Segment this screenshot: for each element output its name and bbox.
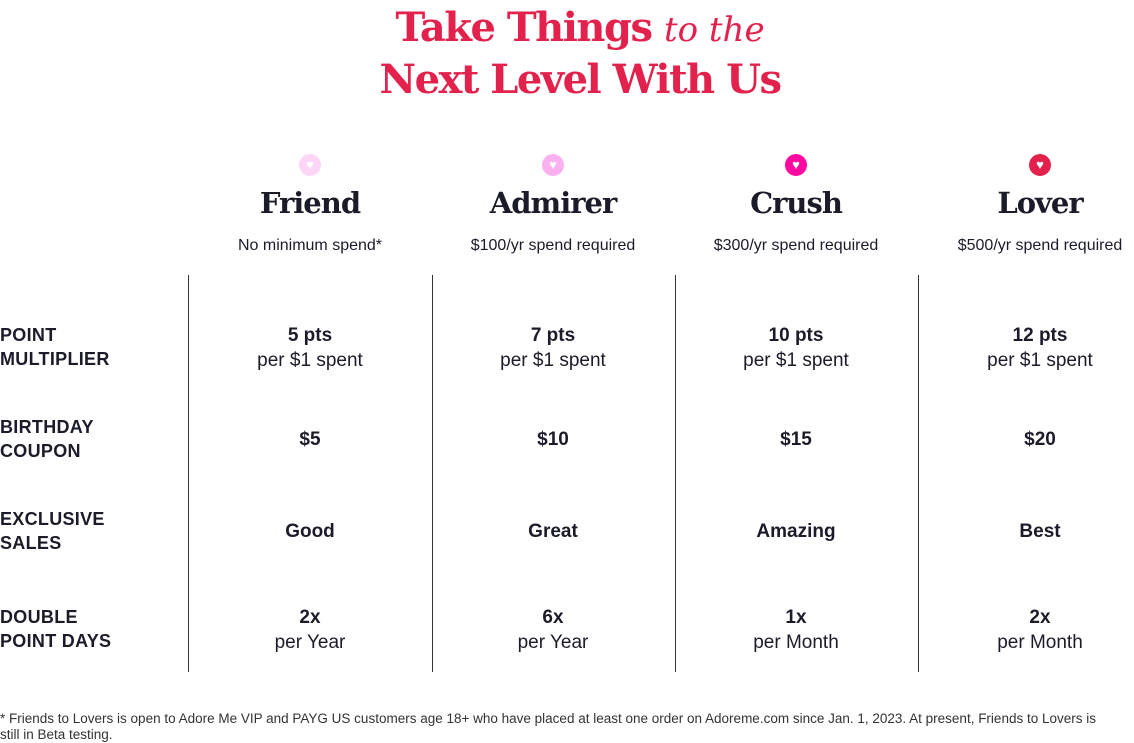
cell-value: 10 pts [768,325,824,346]
cell-value: 1x [785,607,807,628]
cell-subtext: per Month [753,632,839,653]
heart-icon: ♥ [542,154,564,176]
cell-value: Great [528,521,578,542]
row-label-line: COUPON [0,441,81,461]
tier-name: Friend [259,186,361,220]
cell-value: $20 [1024,429,1056,450]
table-cell: Good [190,519,430,544]
cell-value: 5 pts [287,325,333,346]
table-cell: $15 [676,427,916,452]
table-cell: $20 [920,427,1134,452]
column-divider [675,275,676,672]
row-label: EXCLUSIVE SALES [0,507,105,555]
page-title-line1: Take Things to the [0,4,1134,54]
cell-value: Good [285,521,335,542]
tier-name: Admirer [489,186,618,220]
row-label-line: SALES [0,533,62,553]
table-cell: Best [920,519,1134,544]
tier-requirement: $300/yr spend required [713,237,879,254]
table-cell: 2x per Month [920,605,1134,655]
cell-subtext: per Month [997,632,1083,653]
table-cell: 2x per Year [190,605,430,655]
table-cell: Great [433,519,673,544]
page-title-line2: Next Level With Us [379,56,782,103]
cell-subtext: per $1 spent [987,350,1093,371]
heart-icon: ♥ [299,154,321,176]
footnote: * Friends to Lovers is open to Adore Me … [0,711,1096,742]
cell-value: 2x [299,607,321,628]
row-label: BIRTHDAY COUPON [0,415,94,463]
tier-requirement: $500/yr spend required [957,237,1123,254]
cell-value: 6x [542,607,564,628]
cell-subtext: per Year [274,632,346,653]
table-cell: Amazing [676,519,916,544]
row-label-line: POINT [0,325,57,345]
cell-subtext: per $1 spent [257,350,363,371]
table-cell: 1x per Month [676,605,916,655]
row-label-line: DOUBLE [0,607,78,627]
heart-icon: ♥ [785,154,807,176]
tier-requirement: $100/yr spend required [470,237,636,254]
column-divider [918,275,919,672]
tier-requirement: No minimum spend* [237,237,383,254]
row-label-line: EXCLUSIVE [0,509,105,529]
row-label-line: BIRTHDAY [0,417,94,437]
cell-value: $10 [537,429,569,450]
cell-value: $15 [780,429,812,450]
cell-value: 12 pts [1012,325,1068,346]
table-cell: 7 pts per $1 spent [433,323,673,373]
cell-value: Amazing [756,521,836,542]
row-label: POINT MULTIPLIER [0,323,110,371]
cell-value: $5 [299,429,321,450]
title-italic: to the [663,10,765,50]
row-label: DOUBLE POINT DAYS [0,605,111,653]
cell-subtext: per $1 spent [500,350,606,371]
table-cell: 12 pts per $1 spent [920,323,1134,373]
column-divider [188,275,189,672]
cell-subtext: per Year [517,632,589,653]
column-divider [432,275,433,672]
row-label-line: MULTIPLIER [0,349,110,369]
tier-name: Lover [997,186,1083,220]
table-cell: 5 pts per $1 spent [190,323,430,373]
title-bold: Take Things [395,4,653,51]
tier-name: Crush [750,186,843,220]
row-label-line: POINT DAYS [0,631,112,651]
table-cell: $5 [190,427,430,452]
cell-subtext: per $1 spent [743,350,849,371]
cell-value: 2x [1029,607,1051,628]
table-cell: 6x per Year [433,605,673,655]
table-cell: 10 pts per $1 spent [676,323,916,373]
cell-value: Best [1019,521,1061,542]
heart-icon: ♥ [1029,154,1051,176]
table-cell: $10 [433,427,673,452]
cell-value: 7 pts [530,325,576,346]
